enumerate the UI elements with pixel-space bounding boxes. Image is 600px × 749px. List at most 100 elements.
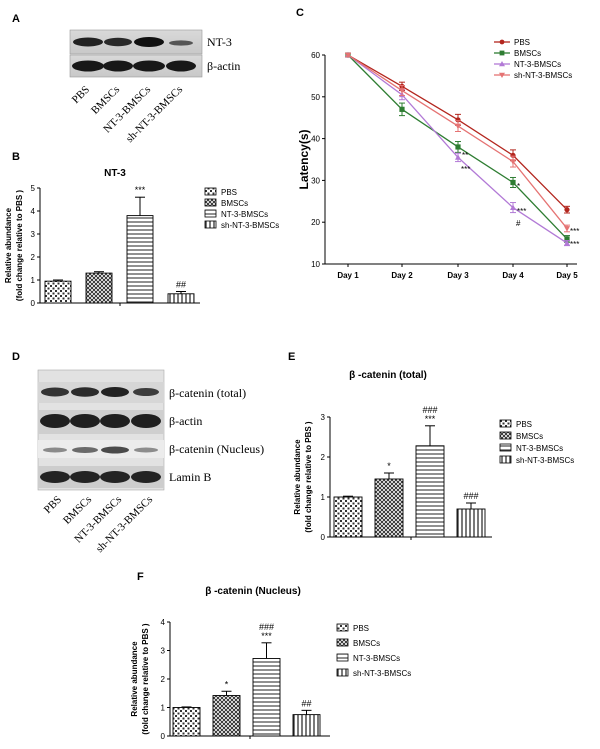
- blot-a-label-beta-actin: β-actin: [207, 59, 240, 73]
- legend-label: BMSCs: [514, 49, 541, 58]
- legend-label: NT-3-BMSCs: [353, 654, 400, 663]
- blot-d-lane-sh-nt3-bmscs: sh-NT-3-BMSCs: [94, 494, 155, 555]
- y-tick-label: 0: [321, 533, 326, 542]
- y-tick-label: 1: [31, 276, 36, 285]
- y-tick-label: 20: [311, 218, 320, 227]
- y-axis-label: Relative abundance: [293, 439, 302, 515]
- legend-swatch: [336, 623, 349, 632]
- significance-label: ***: [261, 631, 272, 641]
- beta-actin-band: [70, 414, 100, 428]
- significance-label: ***: [461, 165, 470, 174]
- blot-d-label-total: β-catenin (total): [169, 386, 246, 400]
- significance-label: ***: [425, 414, 436, 424]
- blot-d-label-actin: β-actin: [169, 414, 202, 428]
- y-tick-label: 30: [311, 176, 320, 185]
- significance-label: ###: [259, 622, 274, 632]
- chart-title: β -catenin (Nucleus): [205, 586, 301, 597]
- significance-label: *: [517, 182, 520, 191]
- y-tick-label: 1: [321, 493, 326, 502]
- beta-catenin-total-band: [41, 387, 69, 397]
- beta-catenin-nucleus-band: [101, 446, 129, 454]
- blot-a-lane-pbs: PBS: [70, 84, 92, 106]
- y-tick-label: 4: [31, 207, 36, 216]
- legend-swatch: [336, 668, 349, 677]
- legend-label: sh-NT-3-BMSCs: [514, 71, 572, 80]
- panel-a-letter: A: [12, 13, 20, 25]
- chart-f-beta-catenin-nucleus: Fβ -catenin (Nucleus) 0 1 2 3 4 Relative abund…: [130, 571, 411, 741]
- y-axis-label-2: (fold change relative to PBS ): [15, 190, 24, 301]
- y-axis-label: Relative abundance: [4, 207, 13, 283]
- beta-actin-band: [131, 414, 161, 428]
- legend-swatch: [499, 431, 512, 440]
- bar-bmscs: [374, 478, 404, 538]
- y-axis-label: Latency(s): [297, 129, 311, 189]
- legend-swatch: [336, 638, 349, 647]
- y-tick-label: 0: [161, 732, 166, 741]
- significance-label: ##: [176, 280, 186, 290]
- y-tick-label: 50: [311, 93, 320, 102]
- significance-label: ###: [422, 405, 437, 415]
- beta-actin-band: [166, 60, 196, 72]
- legend-marker: [499, 39, 505, 45]
- bar-bmscs: [212, 695, 241, 737]
- legend-swatch: [204, 198, 217, 207]
- data-point: [399, 88, 405, 94]
- legend-swatch: [499, 419, 512, 428]
- chart-b-nt3-bars: B NT-3 0 1 2 3 4 5 Relative abundance (fold chang…: [4, 151, 279, 308]
- y-tick-label: 60: [311, 51, 320, 60]
- legend-label: NT-3-BMSCs: [514, 60, 561, 69]
- data-point: [455, 154, 461, 160]
- blot-a-lane-sh-nt3-bmscs: sh-NT-3-BMSCs: [124, 84, 185, 145]
- legend-label: NT-3-BMSCs: [516, 444, 563, 453]
- y-tick-label: 0: [31, 299, 36, 308]
- data-point: [564, 207, 570, 213]
- y-axis-label-2: (fold change relative to PBS ): [304, 421, 313, 532]
- lamin-b-band: [40, 471, 70, 483]
- panel-d-letter: D: [12, 351, 20, 363]
- beta-catenin-nucleus-band: [72, 447, 98, 453]
- panel-a-western-blot: A NT-3 β-actin PBS BMSCs NT-3-BMSCs sh-N…: [12, 13, 240, 145]
- data-point: [564, 239, 570, 246]
- bar-sh-nt-3-bmscs: [292, 714, 321, 737]
- chart-e-beta-catenin-total: Eβ -catenin (total) 0 1 2 3 Relative abundanc…: [288, 351, 574, 542]
- chart-c-latency-lines: C 10 20 30 40 50 60 Day 1 Day 2 Day 3 Day 4 Day 5 La…: [296, 7, 579, 280]
- legend-marker: [499, 50, 505, 56]
- chart-title: NT-3: [104, 168, 126, 179]
- blot-d-lane-pbs: PBS: [42, 494, 64, 516]
- legend-label: PBS: [514, 38, 530, 47]
- beta-catenin-nucleus-band: [134, 447, 158, 453]
- legend-marker: [499, 72, 505, 78]
- chart-title: β -catenin (total): [349, 370, 427, 381]
- significance-label: **: [462, 151, 468, 160]
- blot-d-label-nucleus: β-catenin (Nucleus): [169, 442, 264, 456]
- beta-actin-band: [40, 414, 70, 428]
- legend-label: NT-3-BMSCs: [221, 210, 268, 219]
- bar-nt-3-bmscs: [126, 215, 154, 304]
- x-tick-label: Day 3: [447, 271, 469, 280]
- bar-sh-nt-3-bmscs: [167, 293, 195, 304]
- blot-d-row-total: [38, 382, 164, 403]
- y-tick-label: 5: [31, 184, 36, 193]
- data-point: [564, 226, 570, 232]
- significance-label: #: [516, 219, 521, 228]
- legend-marker: [499, 61, 505, 67]
- panel-d-western-blot: D β-catenin (total) β-actin β-catenin (N…: [12, 351, 264, 555]
- bar-nt-3-bmscs: [415, 445, 445, 538]
- x-tick-label: Day 5: [556, 271, 578, 280]
- lamin-b-band: [131, 471, 161, 483]
- legend-label: sh-NT-3-BMSCs: [221, 221, 279, 230]
- legend-label: PBS: [516, 420, 532, 429]
- beta-actin-band: [100, 414, 130, 428]
- legend-label: PBS: [353, 624, 369, 633]
- significance-label: ###: [463, 491, 478, 501]
- data-point: [455, 123, 461, 130]
- legend-label: BMSCs: [221, 199, 248, 208]
- y-tick-label: 4: [161, 618, 166, 627]
- panel-c-letter: C: [296, 7, 304, 19]
- y-tick-label: 3: [161, 647, 166, 656]
- x-tick-label: Day 4: [502, 271, 524, 280]
- significance-label: ##: [301, 698, 311, 708]
- data-point: [510, 204, 516, 210]
- beta-catenin-total-band: [71, 387, 99, 397]
